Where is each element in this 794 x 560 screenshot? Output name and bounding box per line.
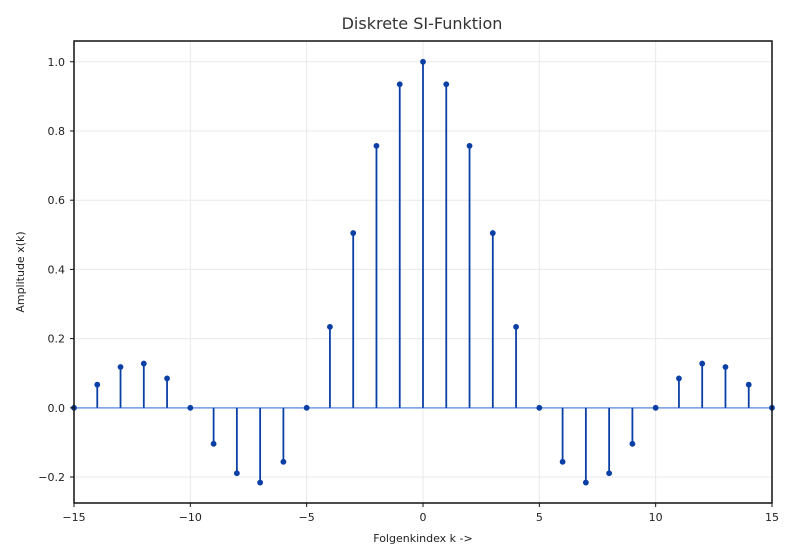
stem-marker (513, 323, 519, 330)
y-tick-label: 0.8 (48, 125, 66, 138)
stem-marker (257, 479, 264, 486)
x-tick-label: −10 (179, 511, 202, 524)
y-tick-label: 0.0 (48, 402, 66, 415)
y-tick-label: 0.4 (48, 263, 66, 276)
x-tick-label: −5 (299, 511, 315, 524)
stem-marker (699, 360, 706, 367)
y-axis-label: Amplitude x(k) (14, 231, 27, 312)
stem-marker (722, 364, 729, 370)
y-tick-label: 0.6 (48, 194, 66, 207)
x-tick-labels: −15 −10 −5 0 5 10 15 (62, 511, 779, 524)
stem-marker (327, 323, 333, 330)
stem-marker (233, 470, 240, 477)
stem-marker (140, 360, 147, 367)
x-tick-label: −15 (62, 511, 85, 524)
chart-title: Diskrete SI-Funktion (342, 14, 503, 33)
stem-marker (373, 142, 380, 149)
y-tick-label: −0.2 (38, 471, 65, 484)
stem-marker (443, 81, 450, 88)
stem-marker (606, 470, 613, 477)
x-tick-label: 10 (649, 511, 663, 524)
stem-marker (676, 375, 682, 382)
stem-marker (536, 404, 543, 411)
x-tick-label: 0 (420, 511, 427, 524)
stem-marker (629, 440, 636, 447)
stem-marker (489, 230, 496, 236)
stem-marker (652, 404, 659, 411)
stem-marker (745, 381, 752, 388)
stem-marker (210, 440, 217, 447)
stem-marker (117, 364, 124, 370)
stem-marker (164, 375, 170, 382)
y-tick-label: 1.0 (48, 56, 66, 69)
stem-marker (420, 58, 426, 65)
markers (71, 58, 775, 486)
stem-marker (559, 458, 566, 465)
stem-marker (466, 142, 473, 149)
y-tick-labels: −0.2 0.0 0.2 0.4 0.6 0.8 1.0 (38, 56, 65, 484)
x-axis-label: Folgenkindex k -> (373, 532, 472, 545)
ticks (70, 61, 773, 507)
stem-marker (280, 458, 287, 465)
y-tick-label: 0.2 (48, 333, 66, 346)
stem-marker (187, 404, 194, 411)
stems (96, 61, 750, 483)
x-tick-label: 5 (536, 511, 543, 524)
stem-marker (303, 404, 310, 411)
stem-marker (582, 479, 589, 486)
stem-marker (396, 81, 403, 88)
x-tick-label: 15 (765, 511, 779, 524)
stem-marker (94, 381, 101, 388)
stem-marker (350, 230, 357, 236)
